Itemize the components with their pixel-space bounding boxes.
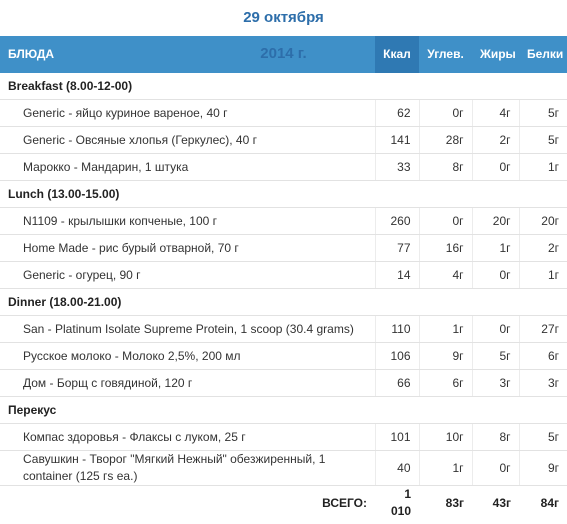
nutrient-value: 20г (471, 207, 519, 235)
nutrient-value: 0г (471, 315, 519, 343)
food-row: Generic - огурец, 90 г 14 4г 0г 1г (0, 261, 567, 289)
nutrient-value: 106 (374, 342, 419, 370)
food-table: БЛЮДА Ккал Углев. Жиры Белки Breakfast (8.00-… (0, 36, 567, 520)
food-row: Компас здоровья - Флаксы с луком, 25 г 10… (0, 423, 567, 451)
column-header: Белки (519, 36, 567, 73)
column-header: БЛЮДА (0, 36, 375, 73)
date-title: 29 октября 2014 г. (243, 9, 324, 62)
food-name: Компас здоровья - Флаксы с луком, 25 г (0, 423, 375, 451)
column-header: Ккал (375, 36, 419, 73)
section-name: Lunch (13.00-15.00) (0, 180, 567, 208)
nutrient-value: 0г (418, 99, 472, 127)
nutrient-value: 27г (518, 315, 567, 343)
nutrient-value: 10г (418, 423, 472, 451)
nutrient-value: 2г (471, 126, 519, 154)
food-row: Generic - Овсяные хлопья (Геркулес), 40 … (0, 126, 567, 154)
nutrient-value: 1г (518, 261, 567, 289)
total-value: 1 010 (390, 487, 411, 518)
nutrient-value: 20г (518, 207, 567, 235)
nutrient-value: 77 (374, 234, 419, 262)
food-row: N1109 - крылышки копченые, 100 г 260 0г 20г… (0, 207, 567, 235)
food-name: Русское молоко - Молоко 2,5%, 200 мл (0, 342, 375, 370)
food-name: Generic - яйцо куриное вареное, 40 г (0, 99, 375, 127)
nutrient-value: 3г (518, 369, 567, 397)
nutrient-value: 5г (518, 126, 567, 154)
food-row: Generic - яйцо куриное вареное, 40 г 62 0г… (0, 99, 567, 127)
food-row: Home Made - рис бурый отварной, 70 г 77 16… (0, 234, 567, 262)
total-row: ВСЕГО: 1 010 83г 43г 84г (0, 486, 567, 521)
nutrient-value: 0г (471, 153, 519, 181)
column-header: Углев. (419, 36, 472, 73)
total-value: 84г (540, 495, 559, 510)
food-row: Савушкин - Творог "Мягкий Нежный" обезжи… (0, 450, 567, 486)
section-name: Breakfast (8.00-12-00) (0, 73, 567, 100)
total-value: 43г (492, 495, 511, 510)
nutrient-value: 4г (471, 99, 519, 127)
nutrient-value: 3г (471, 369, 519, 397)
nutrient-value: 8г (418, 153, 472, 181)
nutrient-value: 260 (374, 207, 419, 235)
nutrient-value: 0г (471, 261, 519, 289)
section-row: Перекус (0, 396, 567, 424)
nutrient-value: 62 (374, 99, 419, 127)
total-label: ВСЕГО: (322, 495, 367, 510)
nutrient-value: 16г (418, 234, 472, 262)
nutrient-value: 66 (374, 369, 419, 397)
nutrient-value: 9г (518, 450, 567, 486)
nutrient-value: 5г (471, 342, 519, 370)
food-row: Дом - Борщ с говядиной, 120 г 66 6г 3г 3г (0, 369, 567, 397)
nutrient-value: 40 (374, 450, 419, 486)
nutrient-value: 8г (471, 423, 519, 451)
nutrient-value: 9г (418, 342, 472, 370)
nutrient-value: 4г (418, 261, 472, 289)
food-name: Generic - огурец, 90 г (0, 261, 375, 289)
total-value: 83г (445, 495, 464, 510)
food-name: Марокко - Мандарин, 1 штука (0, 153, 375, 181)
nutrient-value: 0г (471, 450, 519, 486)
nutrient-value: 6г (418, 369, 472, 397)
nutrient-value: 110 (374, 315, 419, 343)
nutrient-value: 2г (518, 234, 567, 262)
food-name: Home Made - рис бурый отварной, 70 г (0, 234, 375, 262)
header-row: БЛЮДА Ккал Углев. Жиры Белки (0, 36, 567, 73)
nutrient-value: 101 (374, 423, 419, 451)
food-name: Савушкин - Творог "Мягкий Нежный" обезжи… (0, 450, 375, 486)
food-row: Марокко - Мандарин, 1 штука 33 8г 0г 1г (0, 153, 567, 181)
nutrient-value: 5г (518, 99, 567, 127)
nutrient-value: 1г (518, 153, 567, 181)
section-row: Lunch (13.00-15.00) (0, 180, 567, 208)
nutrient-value: 1г (471, 234, 519, 262)
food-name: San - Platinum Isolate Supreme Protein, … (0, 315, 375, 343)
food-name: N1109 - крылышки копченые, 100 г (0, 207, 375, 235)
section-name: Dinner (18.00-21.00) (0, 288, 567, 316)
nutrient-value: 6г (518, 342, 567, 370)
nutrient-value: 1г (418, 315, 472, 343)
food-row: Русское молоко - Молоко 2,5%, 200 мл 106 9… (0, 342, 567, 370)
nutrient-value: 0г (418, 207, 472, 235)
section-row: Dinner (18.00-21.00) (0, 288, 567, 316)
table-body: БЛЮДА Ккал Углев. Жиры Белки Breakfast (8.00-… (0, 36, 567, 520)
food-name: Дом - Борщ с говядиной, 120 г (0, 369, 375, 397)
section-name: Перекус (0, 396, 567, 424)
food-row: San - Platinum Isolate Supreme Protein, … (0, 315, 567, 343)
nutrient-value: 28г (418, 126, 472, 154)
nutrient-value: 1г (418, 450, 472, 486)
column-header: Жиры (472, 36, 519, 73)
nutrient-value: 33 (374, 153, 419, 181)
nutrient-value: 14 (374, 261, 419, 289)
food-name: Generic - Овсяные хлопья (Геркулес), 40 … (0, 126, 375, 154)
nutrient-value: 141 (374, 126, 419, 154)
nutrient-value: 5г (518, 423, 567, 451)
section-row: Breakfast (8.00-12-00) (0, 73, 567, 100)
